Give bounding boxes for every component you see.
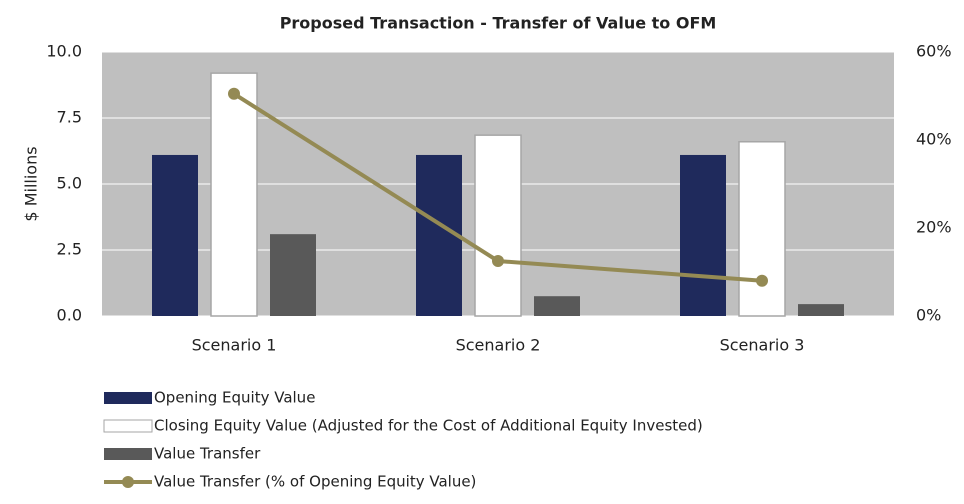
bar [680,154,726,316]
legend-swatch-marker [122,476,134,488]
bar [738,141,786,317]
y-tick-label: 10.0 [46,42,82,61]
bar [152,154,198,316]
legend-swatch [104,448,152,460]
bar [474,134,522,317]
legend-label: Value Transfer (% of Opening Equity Valu… [154,473,476,491]
bar [534,296,580,316]
y-tick-label: 2.5 [57,240,82,259]
y2-tick-label: 20% [916,218,952,237]
legend-swatch [103,419,153,433]
line-point [756,274,768,287]
bar [270,234,316,316]
y-axis-label: $ Millions [22,146,41,221]
legend-swatch [104,392,152,404]
y2-tick-label: 60% [916,42,952,61]
bar [210,72,258,317]
chart-title: Proposed Transaction - Transfer of Value… [280,14,717,33]
legend-label: Closing Equity Value (Adjusted for the C… [154,417,703,435]
x-tick-label: Scenario 2 [456,336,541,355]
y2-tick-label: 40% [916,130,952,149]
y-tick-label: 7.5 [57,108,82,127]
bar [798,304,844,316]
legend-label: Opening Equity Value [154,389,315,407]
line-point [492,255,504,267]
y-tick-label: 0.0 [57,306,82,325]
x-tick-label: Scenario 1 [192,336,277,355]
x-tick-label: Scenario 3 [720,336,805,355]
y-tick-label: 5.0 [57,174,82,193]
y2-tick-label: 0% [916,306,941,325]
line-point [228,87,240,100]
legend-label: Value Transfer [154,445,261,463]
